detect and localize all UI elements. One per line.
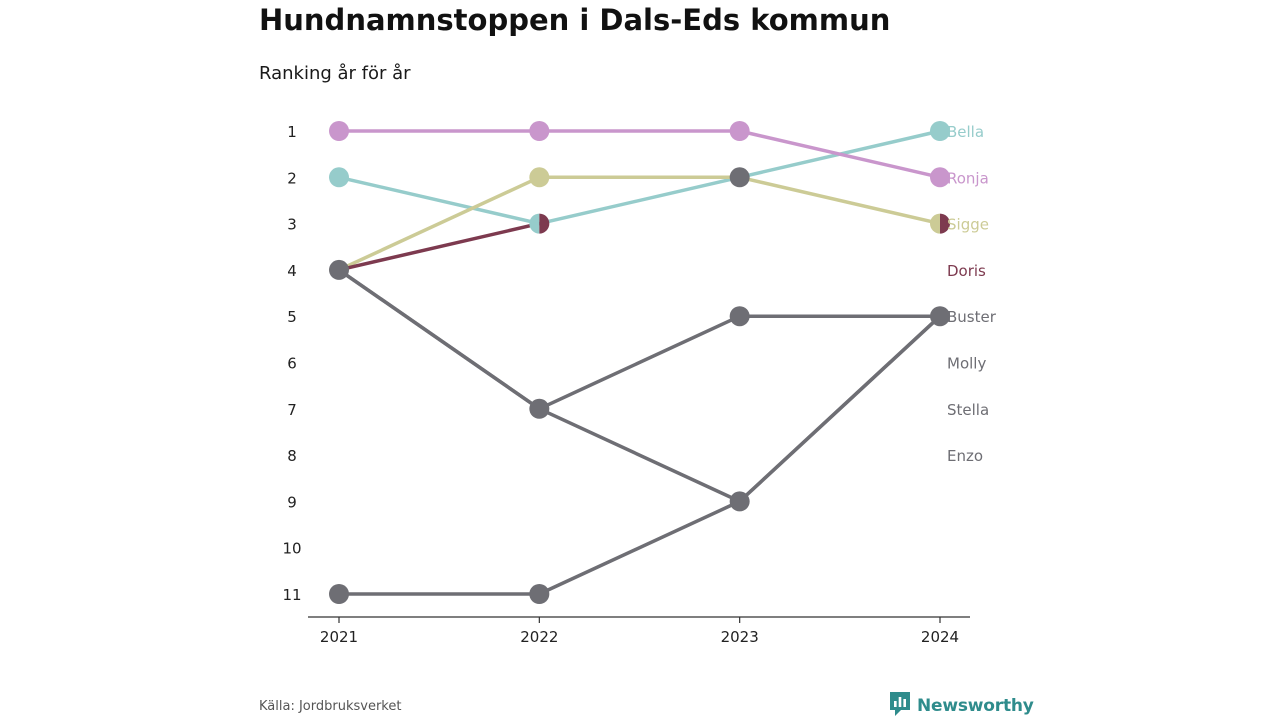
point-enzo — [329, 584, 349, 604]
point-ronja — [930, 167, 950, 188]
series-line-stella — [337, 268, 942, 504]
series-line-sigge — [337, 175, 942, 272]
point-molly — [729, 167, 750, 188]
point-buster — [729, 306, 750, 327]
point-bella — [529, 213, 540, 234]
point-doris — [539, 213, 550, 234]
y-tick-label-11: 11 — [282, 586, 301, 604]
y-tick-label-8: 8 — [287, 447, 297, 465]
y-tick-label-1: 1 — [287, 123, 297, 141]
point-buster — [529, 398, 550, 419]
series-label-bella: Bella — [947, 123, 984, 141]
series-line-buster — [337, 268, 942, 411]
ranking-chart: 2021 2022 2023 2024 1 2 3 4 5 6 7 8 9 10 11 Bella Ronja S… — [282, 121, 997, 646]
point-ronja — [329, 121, 349, 141]
point-sigge — [930, 213, 940, 234]
y-tick-label-4: 4 — [287, 262, 297, 280]
x-tick-label-2023: 2023 — [721, 628, 759, 646]
series-line-doris — [337, 221, 542, 272]
point-ronja — [529, 121, 550, 141]
brand-logo[interactable]: Newsworthy — [888, 692, 1034, 720]
point-doris — [940, 213, 950, 234]
y-tick-label-2: 2 — [287, 169, 297, 187]
x-tick-label-2024: 2024 — [921, 628, 959, 646]
series-label-enzo: Enzo — [947, 447, 983, 465]
x-tick-label-2021: 2021 — [320, 628, 358, 646]
series-line-ronja — [337, 129, 942, 180]
bar-chart-icon — [888, 690, 912, 722]
source-note: Källa: Jordbruksverket — [259, 699, 402, 714]
point-bella — [329, 167, 349, 188]
y-tick-label-10: 10 — [282, 540, 301, 558]
y-tick-label-9: 9 — [287, 493, 297, 511]
chart-subtitle: Ranking år för år — [259, 63, 411, 84]
y-tick-label-5: 5 — [287, 308, 297, 326]
series-label-molly: Molly — [947, 355, 986, 373]
chart-title: Hundnamnstoppen i Dals-Eds kommun — [259, 3, 891, 37]
point-ronja — [729, 121, 750, 141]
point-bella — [930, 121, 950, 141]
y-tick-label-3: 3 — [287, 216, 297, 234]
point-sigge — [529, 167, 550, 188]
series-label-buster: Buster — [947, 308, 997, 326]
brand-name: Newsworthy — [917, 696, 1034, 716]
point-buster — [930, 306, 950, 327]
series-label-doris: Doris — [947, 262, 986, 280]
series-label-sigge: Sigge — [947, 216, 989, 234]
point-buster — [329, 259, 349, 280]
series-line-enzo — [337, 314, 942, 596]
point-stella — [729, 491, 750, 512]
y-tick-label-6: 6 — [287, 355, 297, 373]
point-enzo — [529, 584, 550, 604]
x-tick-label-2022: 2022 — [520, 628, 558, 646]
series-label-ronja: Ronja — [947, 169, 989, 187]
series-label-stella: Stella — [947, 401, 989, 419]
y-tick-label-7: 7 — [287, 401, 297, 419]
